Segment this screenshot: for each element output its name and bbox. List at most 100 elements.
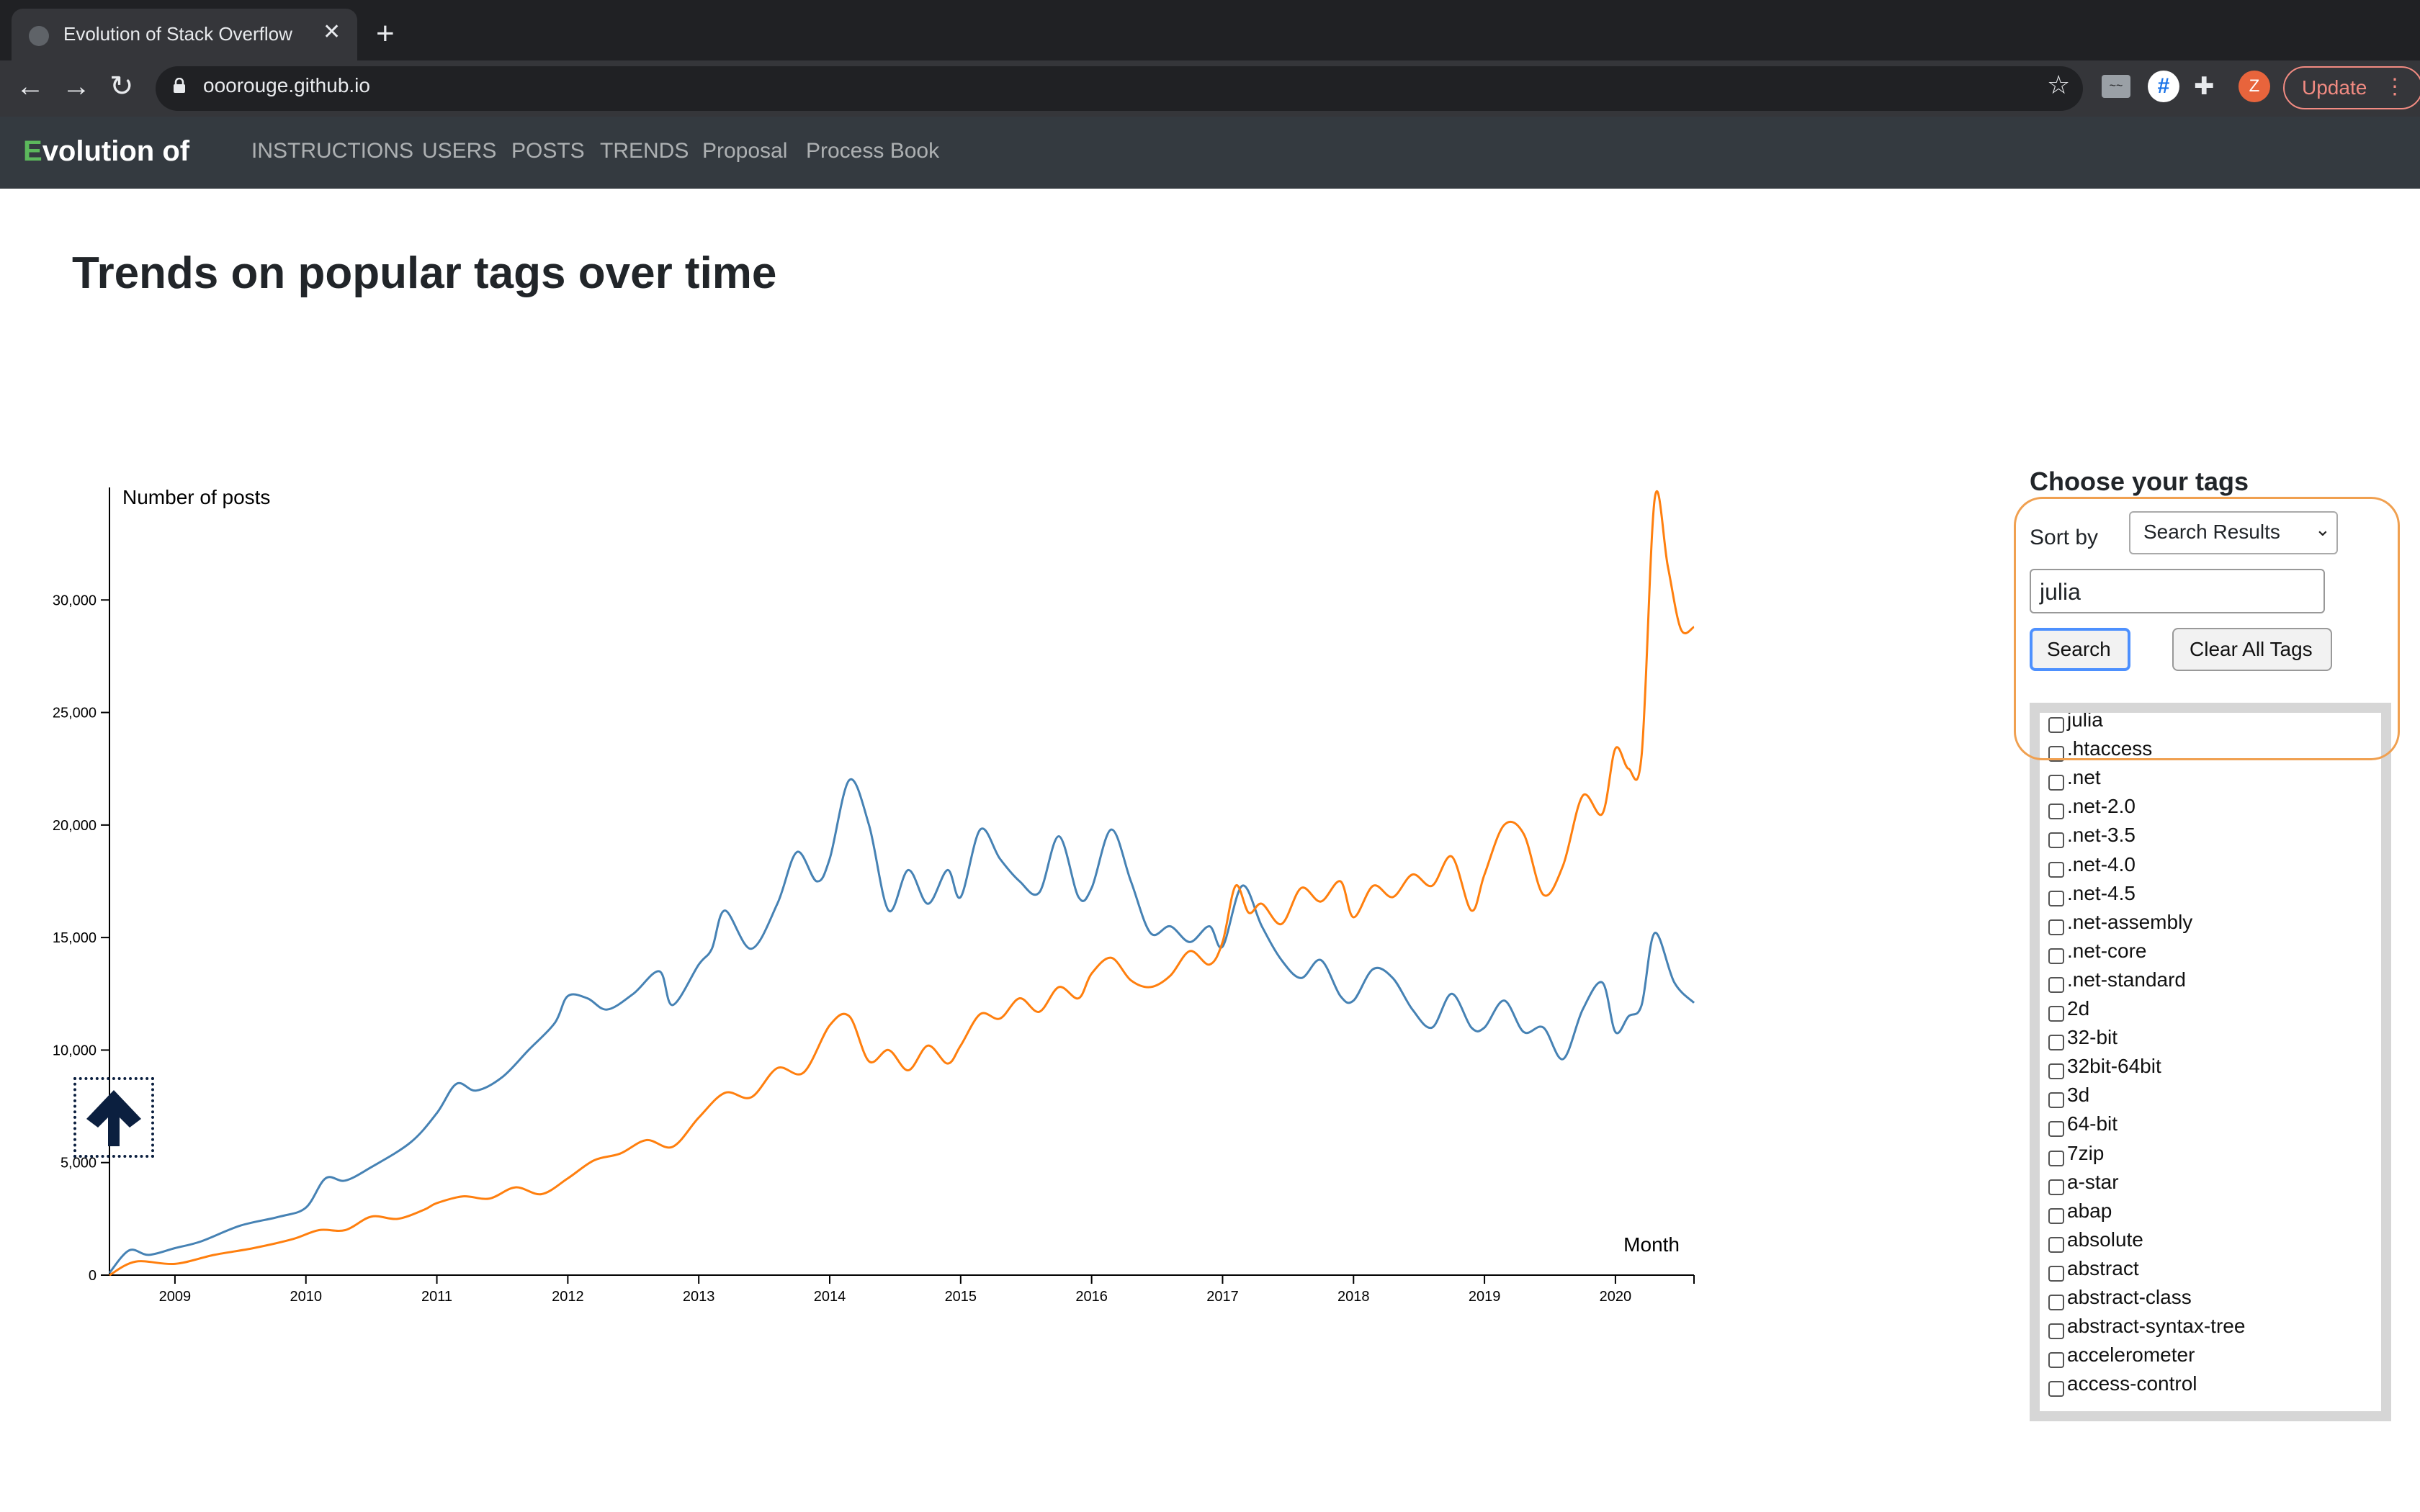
tag-label: 7zip <box>2067 1141 2105 1164</box>
tag-checkbox[interactable] <box>2048 832 2064 849</box>
tag-search-input[interactable] <box>2030 569 2325 613</box>
extension-screenshot-icon[interactable]: ~~ <box>2102 75 2130 98</box>
tag-checkbox[interactable] <box>2048 1352 2064 1369</box>
y-tick-label: 0 <box>89 1268 97 1284</box>
tag-checkbox[interactable] <box>2048 717 2064 733</box>
tag-checkbox[interactable] <box>2048 1006 2064 1022</box>
back-icon[interactable]: ← <box>16 71 45 102</box>
x-tick-label: 2018 <box>1337 1289 1370 1305</box>
x-tick-label: 2015 <box>945 1289 977 1305</box>
x-tick-label: 2017 <box>1206 1289 1239 1305</box>
tag-checkbox[interactable] <box>2048 890 2064 906</box>
browser-tab-strip <box>0 0 2420 60</box>
x-tick-label: 2016 <box>1075 1289 1108 1305</box>
tag-checkbox[interactable] <box>2048 804 2064 820</box>
tag-checkbox[interactable] <box>2048 861 2064 878</box>
tag-label: julia <box>2067 708 2103 731</box>
x-tick-label: 2020 <box>1600 1289 1632 1305</box>
tag-label: abstract <box>2067 1256 2139 1279</box>
brand-text: volution of <box>42 135 190 167</box>
tag-checkbox[interactable] <box>2048 1179 2064 1195</box>
new-tab-button[interactable]: + <box>376 16 395 51</box>
search-button-label: Search <box>2047 638 2111 660</box>
tag-checkbox[interactable] <box>2048 976 2064 993</box>
tag-label: abap <box>2067 1199 2112 1222</box>
tag-checkbox[interactable] <box>2048 1121 2064 1138</box>
globe-icon <box>29 26 49 46</box>
y-tick-label: 15,000 <box>53 930 97 946</box>
tag-label: .net-core <box>2067 939 2147 962</box>
forward-icon[interactable]: → <box>62 71 91 102</box>
tag-checkbox[interactable] <box>2048 919 2064 935</box>
clear-all-tags-label: Clear All Tags <box>2190 638 2313 660</box>
tag-checkbox[interactable] <box>2048 1150 2064 1166</box>
x-tick-label: 2019 <box>1469 1289 1501 1305</box>
nav-link-posts[interactable]: POSTS <box>511 139 585 163</box>
y-tick-label: 25,000 <box>53 706 97 721</box>
lock-icon <box>174 78 185 93</box>
tag-label: .net-standard <box>2067 968 2186 991</box>
tag-label: .net-2.0 <box>2067 795 2136 818</box>
tag-checkbox[interactable] <box>2048 1063 2064 1080</box>
extensions-puzzle-icon[interactable]: ✚ <box>2194 73 2215 100</box>
tag-checkbox[interactable] <box>2048 746 2064 762</box>
y-axis: 0 5,000 10,000 15,000 20,000 25,000 30,000 <box>53 487 110 1284</box>
y-tick-label: 30,000 <box>53 593 97 608</box>
tag-label: .net <box>2067 766 2101 789</box>
x-tick-label: 2009 <box>159 1289 192 1305</box>
site-navbar <box>0 117 2420 189</box>
tag-checkbox[interactable] <box>2048 1207 2064 1224</box>
tag-checkbox[interactable] <box>2048 1236 2064 1253</box>
nav-link-users[interactable]: USERS <box>422 139 497 163</box>
address-bar[interactable] <box>156 66 2083 111</box>
tag-checkbox[interactable] <box>2048 1265 2064 1282</box>
scroll-to-top-button[interactable] <box>73 1077 154 1158</box>
url-text[interactable]: ooorouge.github.io <box>203 74 370 96</box>
tag-label: 32-bit <box>2067 1026 2118 1049</box>
tag-checkbox[interactable] <box>2048 948 2064 964</box>
series-lines <box>108 490 1695 1277</box>
search-button[interactable] <box>2030 628 2130 671</box>
trends-line-chart: 0 5,000 10,000 15,000 20,000 25,000 30,000 200… <box>53 486 1695 1305</box>
tag-checkbox[interactable] <box>2048 775 2064 791</box>
tag-label: .net-assembly <box>2067 910 2193 933</box>
clear-all-tags-button[interactable] <box>2172 628 2332 671</box>
tag-checkbox[interactable] <box>2048 1323 2064 1340</box>
extension-hash-icon[interactable]: # <box>2148 71 2179 102</box>
sort-select[interactable] <box>2129 511 2338 554</box>
tag-label: abstract-class <box>2067 1286 2192 1308</box>
close-icon[interactable]: ✕ <box>323 20 341 44</box>
brand-letter: E <box>23 135 42 167</box>
profile-avatar[interactable]: Z <box>2238 71 2270 102</box>
tag-checkbox-list[interactable]: julia .htaccess .net .net-2.0 .net-3.5 .net-4… <box>2030 703 2391 1421</box>
y-tick-label: 20,000 <box>53 818 97 834</box>
brand-logo[interactable]: Evolution of <box>23 135 189 168</box>
tag-label: access-control <box>2067 1372 2197 1395</box>
nav-link-process-book[interactable]: Process Book <box>806 139 940 163</box>
nav-link-trends[interactable]: TRENDS <box>600 139 689 163</box>
page-title: Trends on popular tags over time <box>72 248 777 298</box>
tag-checkbox[interactable] <box>2048 1035 2064 1051</box>
tag-checkbox[interactable] <box>2048 1092 2064 1109</box>
tag-label: .net-3.5 <box>2067 824 2136 847</box>
nav-link-proposal[interactable]: Proposal <box>702 139 788 163</box>
series-line-0 <box>108 778 1695 1274</box>
reload-icon[interactable]: ↻ <box>109 71 134 102</box>
nav-link-instructions[interactable]: INSTRUCTIONS <box>251 139 413 163</box>
update-button[interactable]: Update <box>2283 66 2420 109</box>
x-axis: 2009 2010 2011 2012 2013 2014 2015 2016 2017 2018… <box>109 1274 1695 1305</box>
tag-label: .net-4.5 <box>2067 881 2136 904</box>
menu-kebab-icon[interactable]: ⋮ <box>2384 75 2406 99</box>
tag-label: absolute <box>2067 1228 2143 1251</box>
bookmark-star-icon[interactable]: ☆ <box>2047 70 2071 99</box>
tag-label: .net-4.0 <box>2067 852 2136 876</box>
y-tick-label: 5,000 <box>60 1156 97 1171</box>
tag-checkbox[interactable] <box>2048 1381 2064 1398</box>
chevron-down-icon: ⌄ <box>2315 518 2331 540</box>
y-tick-label: 10,000 <box>53 1043 97 1058</box>
tag-label: accelerometer <box>2067 1344 2195 1367</box>
browser-tab[interactable] <box>12 9 357 60</box>
tag-label: .htaccess <box>2067 737 2153 760</box>
tag-checkbox[interactable] <box>2048 1295 2064 1310</box>
sort-by-label: Sort by <box>2030 526 2099 549</box>
